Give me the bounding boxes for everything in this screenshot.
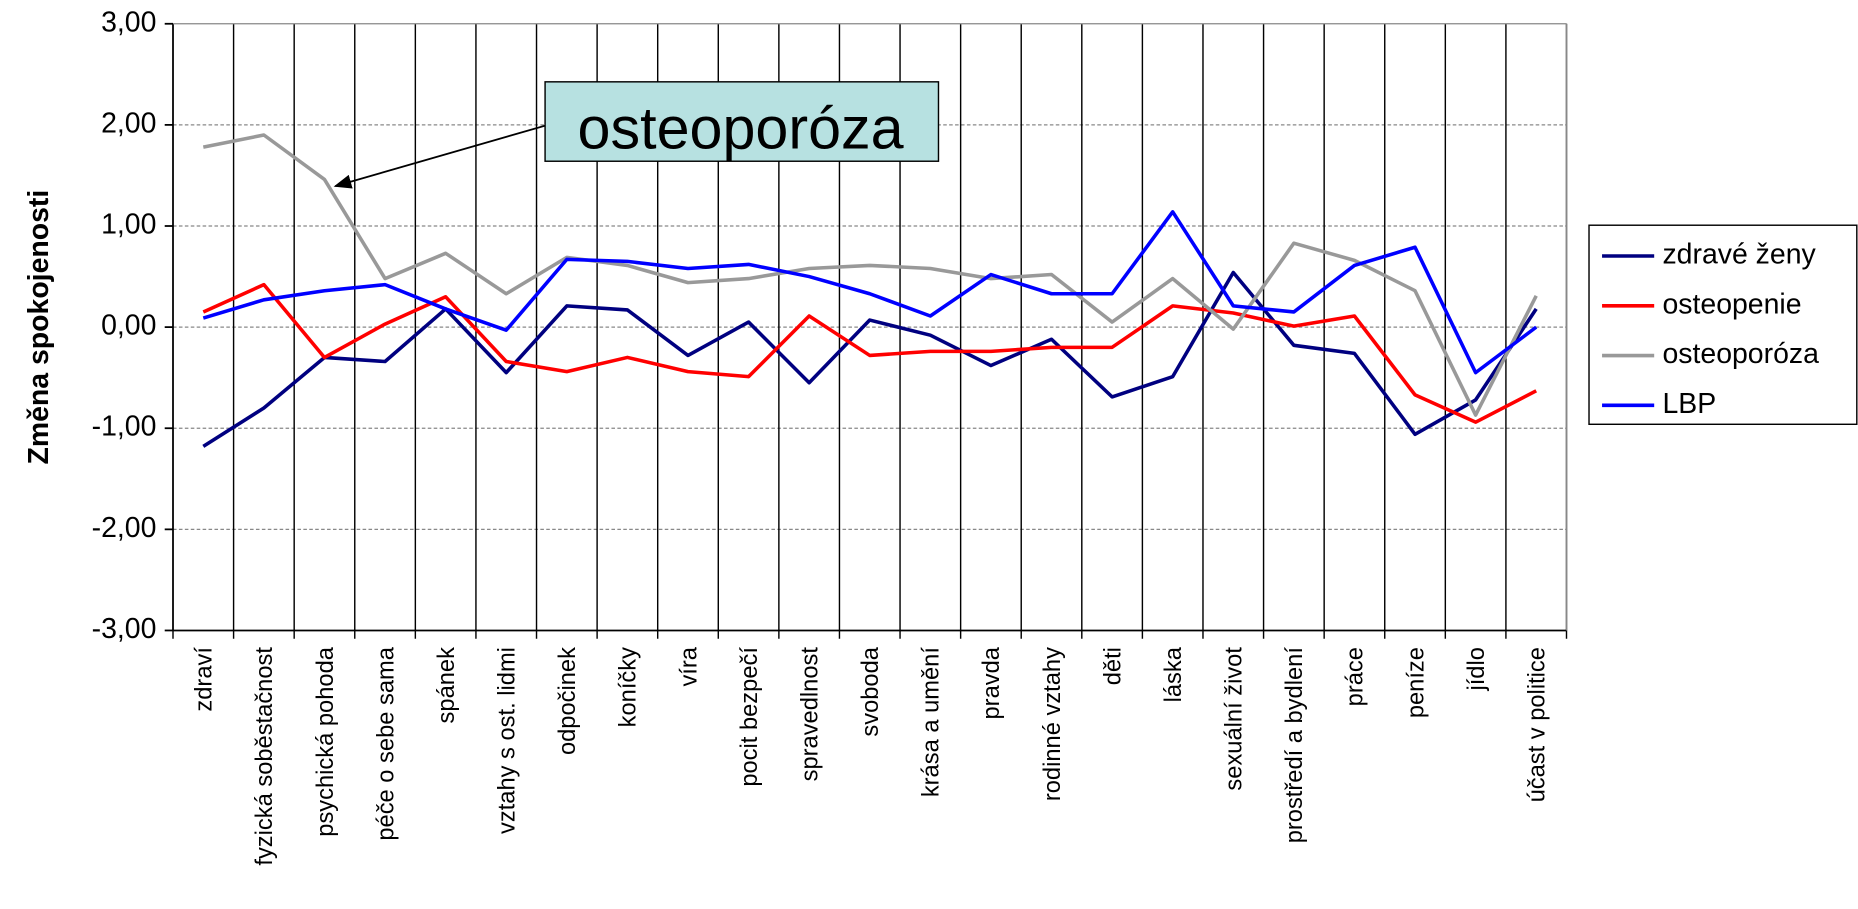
x-tick-label: vztahy s ost. lidmi (495, 647, 521, 834)
x-tick-label: jídlo (1464, 647, 1490, 691)
x-tick-label: krása a umění (919, 647, 945, 798)
legend-label: zdravé ženy (1662, 239, 1816, 271)
y-tick-label: 3,00 (101, 6, 156, 38)
x-tick-label: děti (1100, 647, 1126, 685)
line-series (202, 133, 1538, 417)
annotation-arrow (333, 124, 546, 189)
x-tick-label: peníze (1403, 647, 1429, 718)
y-tick-label: 0,00 (101, 310, 156, 342)
x-tick-label: péče o sebe sama (373, 646, 399, 840)
x-tick-label: láska (1161, 646, 1187, 702)
x-tick-label: pravda (979, 646, 1005, 719)
y-tick-label: -2,00 (92, 512, 157, 544)
x-tick-label: spánek (434, 647, 460, 724)
legend-label: osteopenie (1662, 288, 1801, 320)
x-tick-label: spravedlnost (797, 647, 823, 782)
annotation-box (544, 81, 940, 162)
y-tick-label: 1,00 (101, 209, 156, 241)
x-tick-label: rodinné vztahy (1040, 647, 1066, 801)
legend-label: LBP (1662, 388, 1716, 420)
x-tick-label: fyzická soběstačnost (252, 647, 278, 866)
line-series (202, 270, 1538, 448)
legend-label: osteoporóza (1662, 338, 1819, 370)
y-tick-label: 2,00 (101, 107, 156, 139)
x-tick-label: odpočinek (555, 647, 581, 755)
y-tick-label: -1,00 (92, 411, 157, 443)
legend-box (1588, 224, 1858, 425)
x-tick-label: víra (676, 646, 702, 686)
line-series (202, 210, 1538, 375)
x-tick-label: koníčky (616, 647, 642, 727)
y-axis-label: Změna spokojenosti (23, 190, 55, 465)
x-tick-label: práce (1343, 647, 1369, 706)
x-tick-label: prostředí a bydlení (1282, 647, 1308, 844)
line-series (202, 282, 1538, 424)
annotation: osteoporóza (578, 94, 904, 161)
x-tick-label: zdraví (192, 647, 218, 712)
x-tick-label: účast v politice (1525, 647, 1551, 802)
x-tick-label: pocit bezpečí (737, 647, 763, 787)
x-tick-label: svoboda (858, 646, 884, 736)
y-tick-label: -3,00 (92, 613, 157, 645)
x-tick-label: sexuální život (1222, 647, 1248, 791)
x-tick-label: psychická pohoda (313, 646, 339, 836)
